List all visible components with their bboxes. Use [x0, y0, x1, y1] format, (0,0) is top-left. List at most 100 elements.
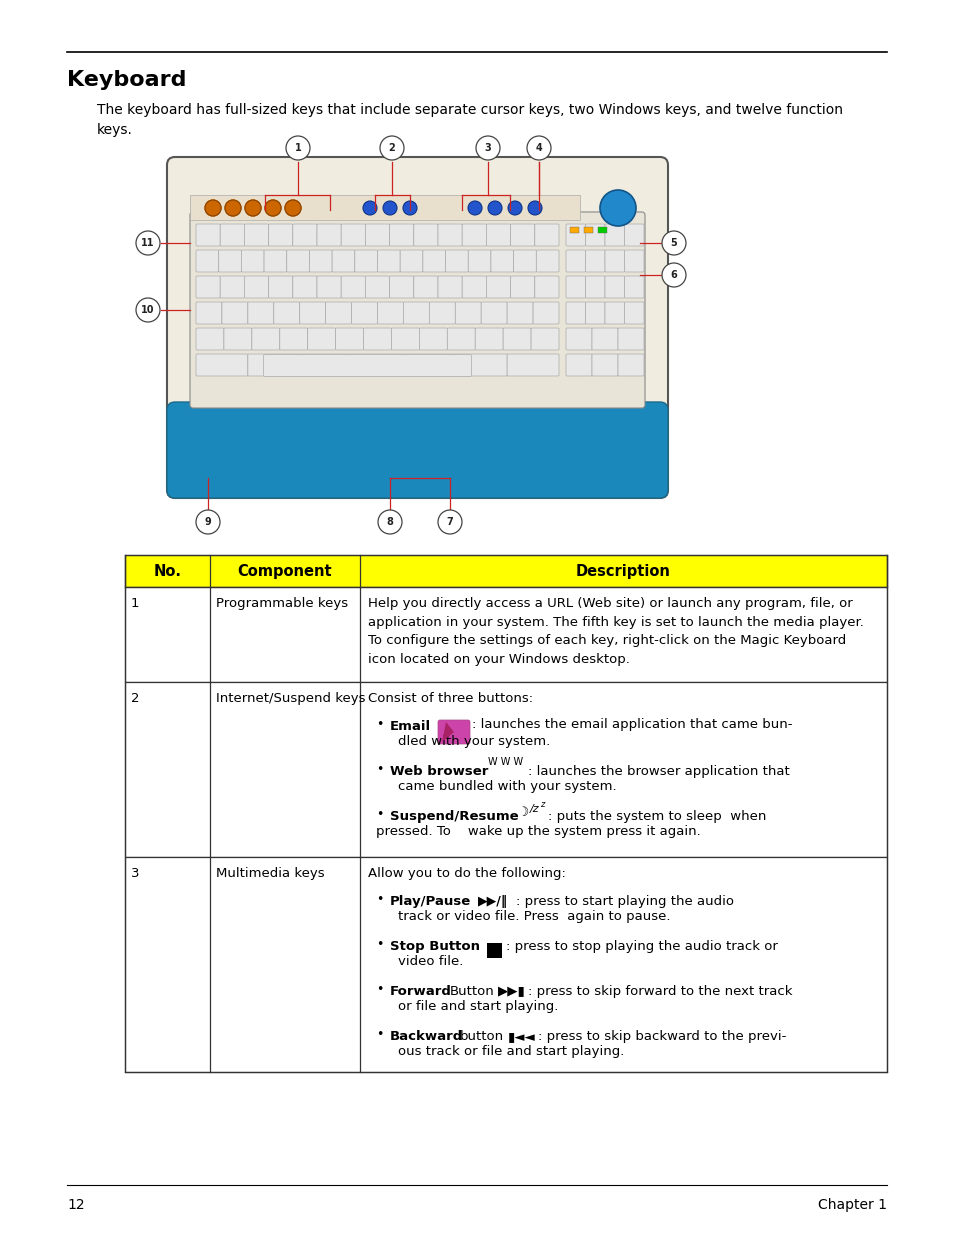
Text: Component: Component [237, 563, 332, 578]
FancyBboxPatch shape [195, 303, 222, 324]
Text: Description: Description [576, 563, 670, 578]
Circle shape [402, 201, 416, 215]
FancyBboxPatch shape [447, 329, 475, 350]
FancyBboxPatch shape [624, 249, 643, 272]
FancyBboxPatch shape [486, 275, 510, 298]
Text: •: • [375, 1028, 383, 1041]
FancyBboxPatch shape [585, 303, 604, 324]
FancyBboxPatch shape [585, 249, 604, 272]
FancyBboxPatch shape [195, 329, 224, 350]
FancyBboxPatch shape [248, 354, 299, 375]
FancyBboxPatch shape [224, 329, 252, 350]
FancyBboxPatch shape [565, 303, 585, 324]
Text: pressed. To    wake up the system press it again.: pressed. To wake up the system press it … [375, 825, 700, 839]
FancyBboxPatch shape [565, 224, 585, 246]
FancyBboxPatch shape [618, 354, 643, 375]
Circle shape [245, 200, 261, 216]
FancyBboxPatch shape [507, 354, 558, 375]
FancyBboxPatch shape [316, 224, 341, 246]
Text: dled with your system.: dled with your system. [397, 735, 550, 748]
FancyBboxPatch shape [195, 275, 220, 298]
FancyBboxPatch shape [220, 275, 244, 298]
FancyBboxPatch shape [437, 224, 461, 246]
FancyBboxPatch shape [565, 354, 592, 375]
Circle shape [265, 200, 281, 216]
Text: Keyboard: Keyboard [67, 70, 186, 90]
FancyBboxPatch shape [190, 212, 644, 408]
FancyBboxPatch shape [274, 303, 299, 324]
Bar [190, 195, 579, 220]
FancyBboxPatch shape [565, 329, 592, 350]
FancyBboxPatch shape [592, 354, 618, 375]
FancyBboxPatch shape [475, 329, 502, 350]
FancyBboxPatch shape [455, 354, 507, 375]
FancyBboxPatch shape [299, 354, 352, 375]
FancyBboxPatch shape [195, 224, 220, 246]
FancyBboxPatch shape [325, 303, 352, 324]
Text: •: • [375, 893, 383, 906]
FancyBboxPatch shape [429, 303, 455, 324]
Circle shape [661, 231, 685, 254]
FancyBboxPatch shape [437, 275, 461, 298]
Circle shape [225, 200, 241, 216]
FancyBboxPatch shape [480, 303, 507, 324]
Text: 3: 3 [484, 143, 491, 153]
FancyBboxPatch shape [335, 329, 363, 350]
Text: 4: 4 [535, 143, 542, 153]
Circle shape [382, 201, 396, 215]
FancyBboxPatch shape [565, 275, 585, 298]
Text: Consist of three buttons:: Consist of three buttons: [368, 692, 533, 705]
FancyBboxPatch shape [377, 249, 399, 272]
FancyBboxPatch shape [195, 354, 248, 375]
FancyBboxPatch shape [486, 224, 510, 246]
Text: : launches the email application that came bun-: : launches the email application that ca… [472, 718, 792, 731]
Circle shape [286, 136, 310, 161]
FancyBboxPatch shape [309, 249, 332, 272]
Text: video file.: video file. [397, 955, 463, 968]
Text: 9: 9 [204, 517, 212, 527]
Circle shape [285, 200, 301, 216]
Text: Internet/Suspend keys: Internet/Suspend keys [215, 692, 365, 705]
FancyBboxPatch shape [604, 303, 624, 324]
FancyBboxPatch shape [618, 329, 643, 350]
Text: •: • [375, 983, 383, 995]
Text: : press to start playing the audio: : press to start playing the audio [516, 895, 733, 908]
Circle shape [245, 200, 261, 216]
Text: •: • [375, 718, 383, 731]
Text: 7: 7 [446, 517, 453, 527]
FancyBboxPatch shape [531, 329, 558, 350]
Text: 11: 11 [141, 238, 154, 248]
Text: Chapter 1: Chapter 1 [817, 1198, 886, 1212]
FancyBboxPatch shape [220, 224, 244, 246]
FancyBboxPatch shape [332, 249, 355, 272]
Circle shape [476, 136, 499, 161]
FancyBboxPatch shape [419, 329, 447, 350]
Bar [598, 227, 606, 233]
Text: : press to stop playing the audio track or: : press to stop playing the audio track … [505, 940, 777, 953]
FancyBboxPatch shape [167, 403, 667, 498]
FancyBboxPatch shape [391, 329, 419, 350]
FancyBboxPatch shape [510, 275, 535, 298]
Circle shape [488, 201, 501, 215]
FancyBboxPatch shape [293, 275, 316, 298]
FancyBboxPatch shape [244, 224, 269, 246]
Bar [125, 587, 886, 682]
Text: ous track or file and start playing.: ous track or file and start playing. [397, 1045, 623, 1058]
Text: ▮◄◄: ▮◄◄ [507, 1030, 536, 1044]
Text: Email: Email [390, 720, 431, 734]
FancyBboxPatch shape [269, 275, 293, 298]
Circle shape [205, 200, 221, 216]
Text: 6: 6 [670, 270, 677, 280]
Circle shape [195, 510, 220, 534]
Text: : puts the system to sleep  when: : puts the system to sleep when [547, 810, 765, 823]
FancyBboxPatch shape [389, 275, 414, 298]
FancyBboxPatch shape [403, 354, 455, 375]
Text: Multimedia keys: Multimedia keys [215, 867, 324, 881]
FancyBboxPatch shape [352, 354, 403, 375]
FancyBboxPatch shape [222, 303, 248, 324]
Text: •: • [375, 808, 383, 821]
Bar [125, 682, 886, 857]
FancyBboxPatch shape [316, 275, 341, 298]
FancyBboxPatch shape [510, 224, 535, 246]
Text: 1: 1 [131, 597, 139, 610]
